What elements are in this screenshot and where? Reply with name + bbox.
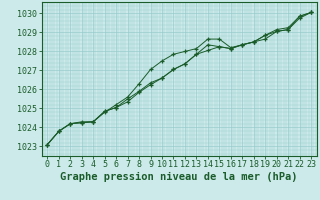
X-axis label: Graphe pression niveau de la mer (hPa): Graphe pression niveau de la mer (hPa): [60, 172, 298, 182]
